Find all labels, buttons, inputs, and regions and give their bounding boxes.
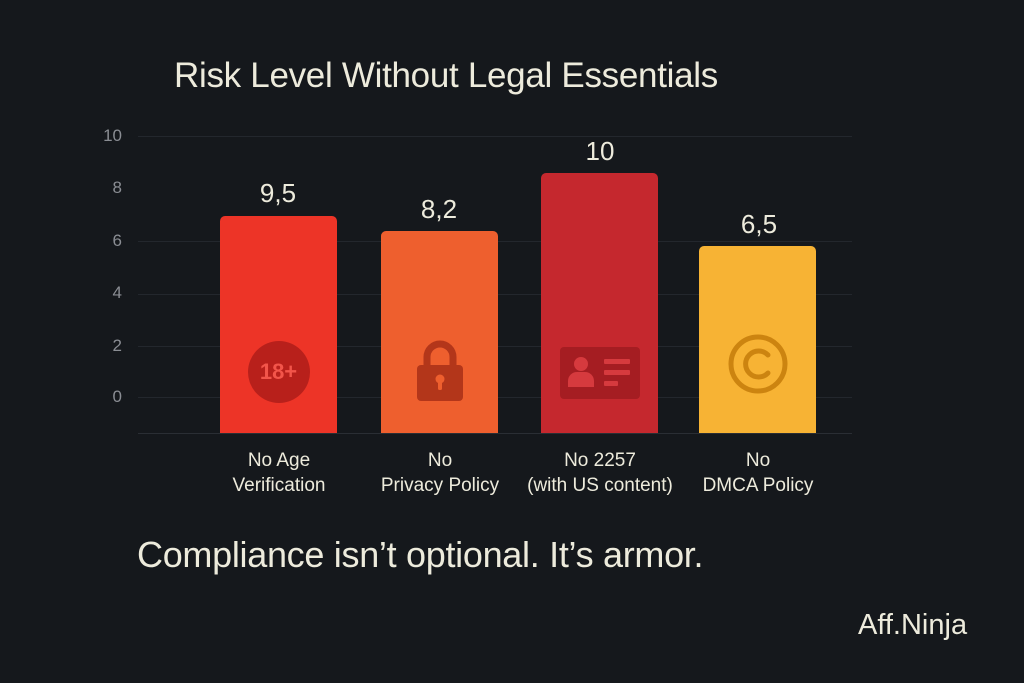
gridline <box>138 136 852 137</box>
y-tick-4: 4 <box>112 283 122 302</box>
bar-no-privacy-policy <box>381 231 498 433</box>
tagline: Compliance isn’t optional. It’s armor. <box>137 534 704 575</box>
y-tick-6: 6 <box>112 231 122 250</box>
y-tick-10: 10 <box>103 126 122 145</box>
bar-value-label: 9,5 <box>259 178 297 208</box>
y-tick-0: 0 <box>112 387 122 406</box>
id-card-icon <box>559 347 640 399</box>
baseline <box>138 433 852 434</box>
bar-no-dmca-policy <box>699 246 816 433</box>
category-label: No DMCA Policy <box>702 450 814 496</box>
y-tick-2: 2 <box>112 336 122 355</box>
chart-title: Risk Level Without Legal Essentials <box>174 56 718 95</box>
bar-no-2257 <box>541 173 658 433</box>
bar-value-label: 8,2 <box>420 194 458 224</box>
bar-value-label: 10 <box>585 136 615 166</box>
18-plus-icon: 18+ <box>247 341 310 403</box>
brand-logo-text: Aff.Ninja <box>858 609 968 641</box>
bar-no-age-verification: 18+ <box>220 216 337 433</box>
category-label: No 2257 (with US content) <box>527 450 673 496</box>
padlock-icon <box>415 337 465 403</box>
category-label: No Privacy Policy <box>380 450 500 496</box>
bar-value-label: 6,5 <box>740 209 778 239</box>
y-tick-8: 8 <box>112 178 122 197</box>
category-label: No Age Verification <box>232 450 326 496</box>
copyright-icon <box>727 333 789 395</box>
